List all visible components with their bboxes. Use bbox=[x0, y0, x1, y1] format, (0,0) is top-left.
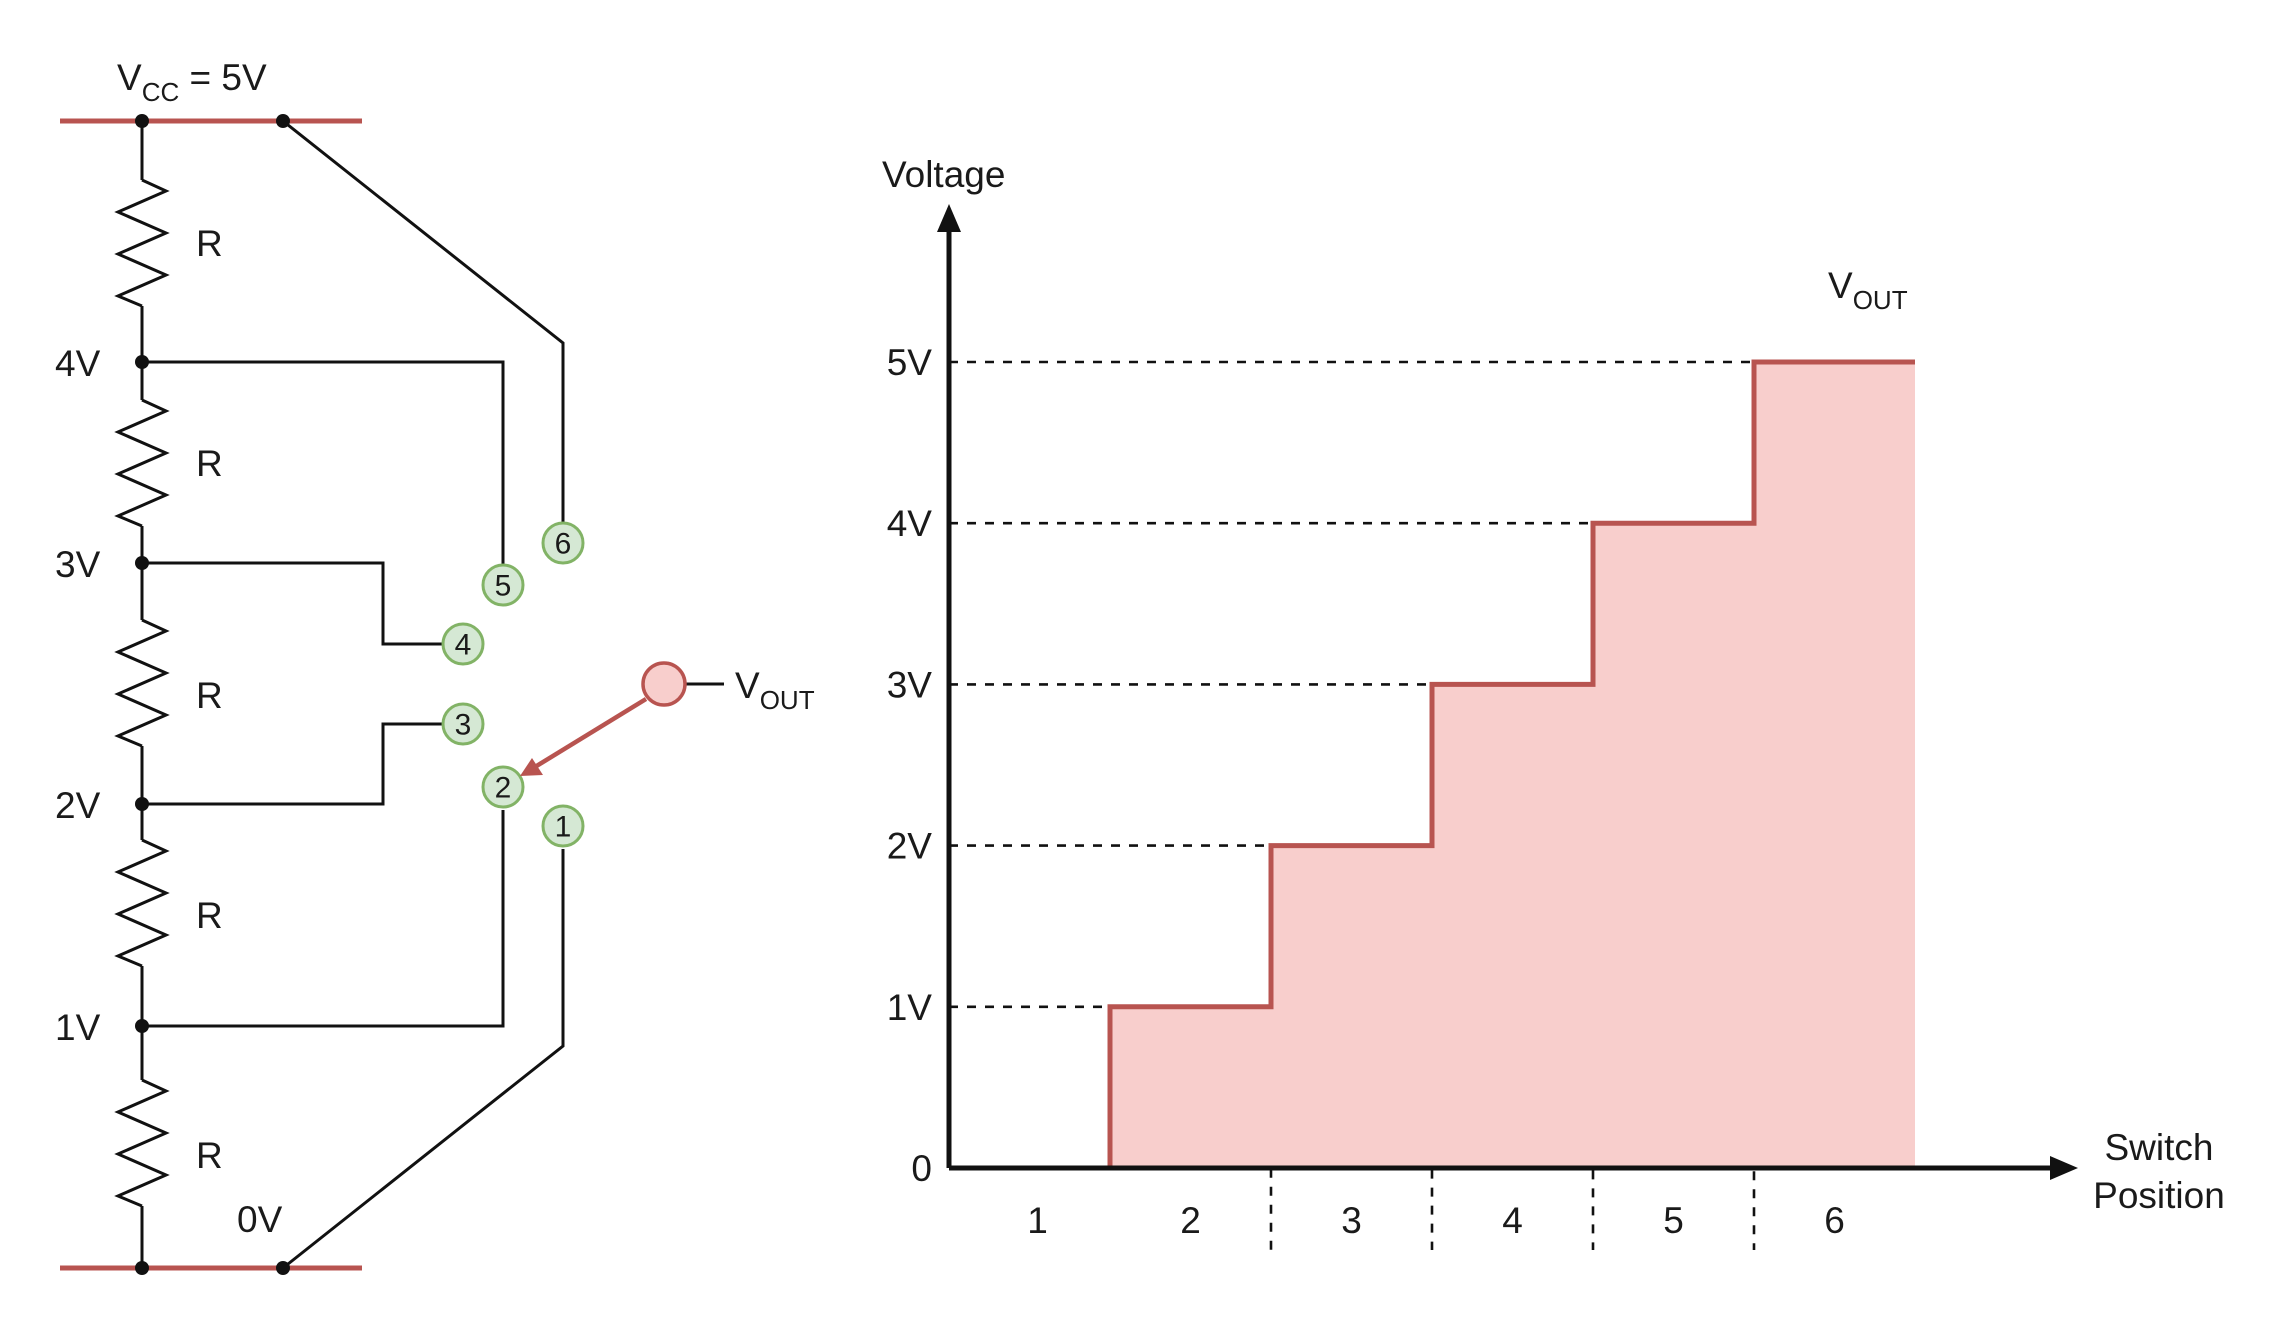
svg-text:2: 2 bbox=[495, 772, 512, 805]
junction-dots bbox=[135, 114, 290, 1275]
tap-wires bbox=[142, 119, 565, 1270]
x-tick-label: 2 bbox=[1180, 1200, 1201, 1241]
switch-terminals: 6 5 4 3 2 1 bbox=[441, 521, 585, 848]
switch-terminal-3[interactable]: 3 bbox=[441, 702, 485, 746]
svg-text:4: 4 bbox=[455, 629, 472, 662]
switch-terminal-2[interactable]: 2 bbox=[481, 765, 525, 809]
svg-text:6: 6 bbox=[555, 528, 572, 561]
node-label-3v: 3V bbox=[55, 544, 101, 585]
vcc-label: VCC = 5V bbox=[117, 57, 267, 107]
wire-3v-to-4 bbox=[142, 561, 444, 646]
resistor-r4: R bbox=[114, 838, 223, 968]
wiper-arrowhead bbox=[520, 758, 543, 776]
x-tick-label: 5 bbox=[1663, 1200, 1684, 1241]
resistor-label: R bbox=[196, 895, 223, 936]
x-tick-labels: 1 2 3 4 5 6 bbox=[1027, 1200, 1845, 1241]
resistor-r5: R bbox=[114, 1078, 223, 1208]
circuit-diagram: R R R R R bbox=[55, 57, 815, 1275]
node-label-4v: 4V bbox=[55, 343, 101, 384]
resistor-label: R bbox=[196, 443, 223, 484]
y-tick-label: 1V bbox=[887, 987, 933, 1028]
x-axis-arrowhead bbox=[2050, 1156, 2078, 1180]
axes bbox=[937, 204, 2078, 1180]
resistor-r1: R bbox=[114, 178, 223, 308]
switch-wiper[interactable] bbox=[520, 661, 724, 776]
x-tick-label: 6 bbox=[1824, 1200, 1845, 1241]
x-axis-label-line1: Switch bbox=[2105, 1127, 2214, 1168]
output-label: VOUT bbox=[735, 665, 815, 715]
svg-text:1: 1 bbox=[555, 811, 572, 844]
resistor-r2: R bbox=[114, 398, 223, 528]
resistor-label: R bbox=[196, 223, 223, 264]
x-tick-label: 4 bbox=[1502, 1200, 1523, 1241]
y-tick-label: 5V bbox=[887, 342, 933, 383]
y-tick-label: 2V bbox=[887, 826, 933, 867]
wire-0v-to-1 bbox=[282, 849, 565, 1270]
series-label: VOUT bbox=[1828, 265, 1908, 315]
node-label-2v: 2V bbox=[55, 785, 101, 826]
switch-terminal-5[interactable]: 5 bbox=[481, 563, 525, 607]
ground-label: 0V bbox=[237, 1199, 283, 1240]
resistor-r3: R bbox=[114, 618, 223, 748]
x-tick-label: 3 bbox=[1341, 1200, 1362, 1241]
switch-terminal-1[interactable]: 1 bbox=[541, 804, 585, 848]
switch-terminal-6[interactable]: 6 bbox=[541, 521, 585, 565]
wire-4v-to-5 bbox=[142, 360, 505, 565]
x-tick-label: 1 bbox=[1027, 1200, 1048, 1241]
switch-terminal-4[interactable]: 4 bbox=[441, 622, 485, 666]
x-axis-label-line2: Position bbox=[2093, 1175, 2225, 1216]
node-label-1v: 1V bbox=[55, 1007, 101, 1048]
y-tick-label: 3V bbox=[887, 664, 933, 705]
wire-2v-to-3 bbox=[142, 722, 444, 806]
y-tick-labels: 0 1V 2V 3V 4V 5V bbox=[887, 342, 933, 1189]
resistor-label: R bbox=[196, 675, 223, 716]
svg-text:5: 5 bbox=[495, 570, 512, 603]
series-line bbox=[949, 359, 1915, 1171]
step-chart: 0 1V 2V 3V 4V 5V 1 2 3 4 5 6 Voltage Switch Positi… bbox=[882, 154, 2225, 1250]
y-tick-label: 4V bbox=[887, 503, 933, 544]
y-tick-label: 0 bbox=[911, 1148, 932, 1189]
wire-vcc-to-6 bbox=[282, 119, 565, 522]
wiper-pivot bbox=[641, 661, 687, 707]
y-axis-arrowhead bbox=[937, 204, 961, 232]
wire-1v-to-2 bbox=[142, 810, 505, 1028]
resistor-label: R bbox=[196, 1135, 223, 1176]
svg-text:3: 3 bbox=[455, 709, 472, 742]
y-axis-label: Voltage bbox=[882, 154, 1005, 195]
